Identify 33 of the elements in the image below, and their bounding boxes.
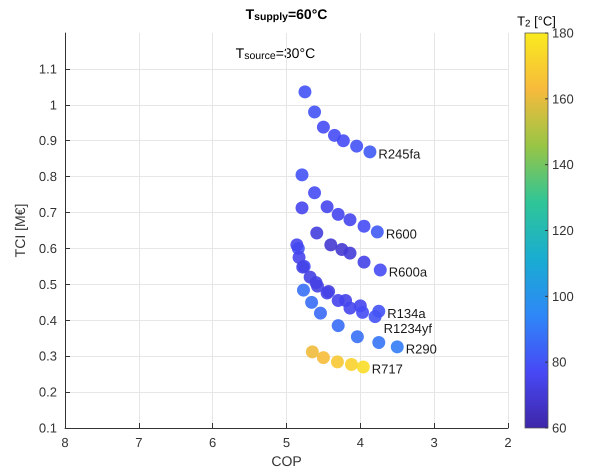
y-tick-label: 1.1 (38, 61, 57, 76)
x-tick-label: 7 (135, 435, 142, 450)
x-tick-label: 2 (504, 435, 512, 450)
series-label: R717 (372, 361, 403, 376)
series-label: R245fa (378, 146, 422, 162)
x-tick-label: 3 (430, 435, 438, 450)
y-tick-label: 0.7 (38, 205, 57, 220)
x-tick-label: 4 (356, 435, 364, 450)
color-bar-label: 60 (552, 420, 566, 436)
y-tick-label: 0.2 (38, 384, 57, 400)
series-label: R1234yf (384, 321, 432, 336)
series-label: R134a (387, 306, 426, 321)
y-tick-label: 1 (50, 97, 57, 112)
color-bar-label: 120 (552, 223, 574, 238)
y-tick-label: 0.4 (38, 312, 57, 328)
series-label: R600 (386, 226, 417, 242)
x-axis-title: COP (271, 452, 302, 469)
series-label: R600a (388, 264, 428, 280)
color-bar-label: 80 (552, 354, 566, 370)
color-bar-label: 160 (552, 91, 574, 106)
y-tick-label: 0.8 (38, 169, 57, 184)
y-tick-label: 0.3 (38, 348, 57, 364)
color-bar-label: 140 (552, 157, 574, 172)
color-bar-label: 100 (552, 288, 574, 304)
y-tick-label: 0.1 (38, 420, 57, 436)
x-tick-label: 5 (282, 435, 290, 450)
y-tick-label: 0.5 (38, 276, 57, 292)
y-tick-label: 0.6 (38, 240, 57, 256)
y-tick-label: 0.9 (38, 133, 57, 148)
y-axis-title: TCI [M€] (12, 204, 28, 258)
x-tick-label: 8 (61, 435, 69, 450)
x-tick-label: 6 (209, 435, 216, 450)
series-label: R290 (406, 341, 437, 356)
